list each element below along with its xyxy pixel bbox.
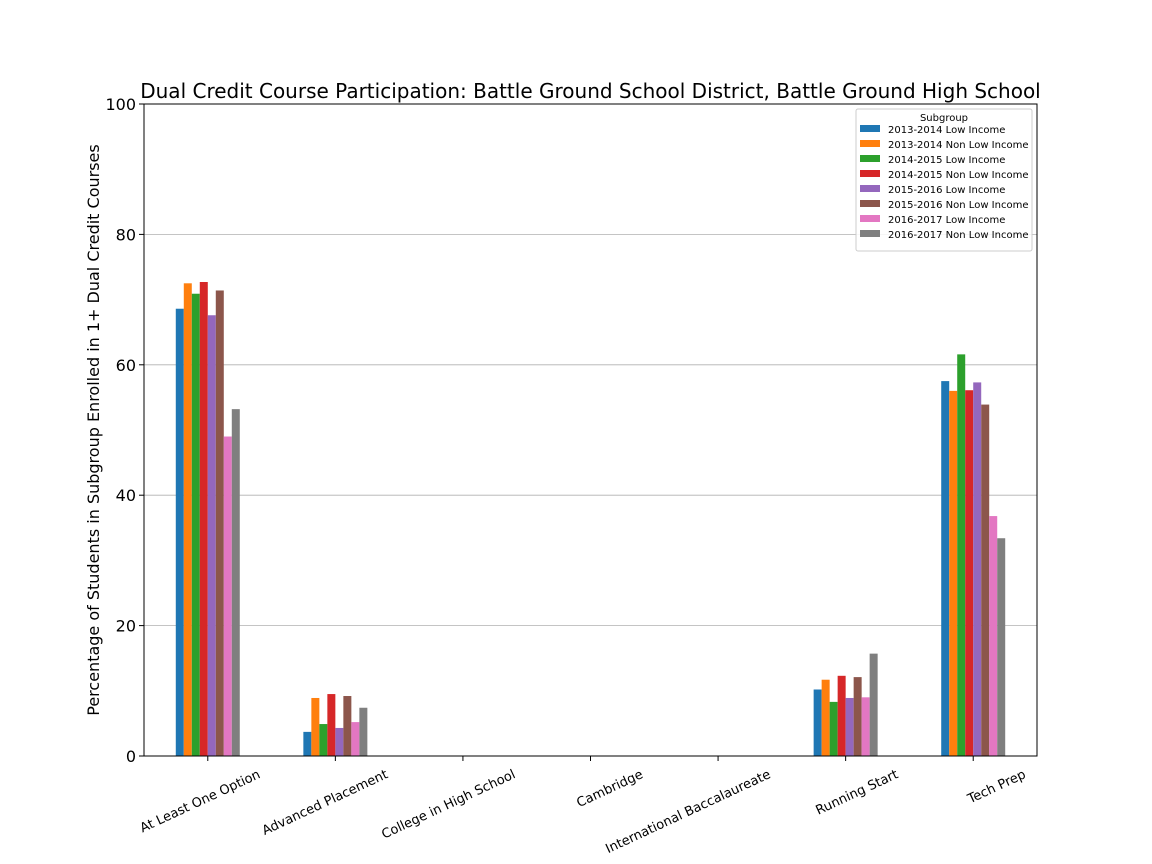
legend-entry: 2015-2016 Low Income xyxy=(888,185,1005,196)
bar xyxy=(351,722,360,756)
legend-entry: 2014-2015 Low Income xyxy=(888,155,1005,166)
legend-swatch xyxy=(860,200,880,207)
bar xyxy=(327,694,336,756)
y-tick-label: 20 xyxy=(116,617,136,636)
legend-entry: 2015-2016 Non Low Income xyxy=(888,200,1028,211)
legend-entry: 2016-2017 Low Income xyxy=(888,215,1005,226)
legend-entry: 2014-2015 Non Low Income xyxy=(888,170,1028,181)
bar xyxy=(973,382,982,756)
x-tick-label: At Least One Option xyxy=(138,767,263,836)
bar xyxy=(319,724,328,756)
legend-swatch xyxy=(860,155,880,162)
bar xyxy=(303,731,312,756)
bar xyxy=(191,293,200,756)
bar xyxy=(861,697,870,756)
grid-lines xyxy=(144,233,1037,626)
bar xyxy=(175,308,184,756)
bar xyxy=(335,727,344,756)
legend-entry: 2013-2014 Non Low Income xyxy=(888,140,1028,151)
legend-swatch xyxy=(860,140,880,147)
bar xyxy=(183,283,192,756)
bars xyxy=(175,281,1006,756)
bar xyxy=(965,390,974,756)
bar xyxy=(231,409,240,756)
bar xyxy=(813,689,822,756)
bar xyxy=(941,381,950,756)
bar xyxy=(199,281,208,756)
bar xyxy=(215,290,224,756)
bar xyxy=(311,697,320,756)
bar xyxy=(957,354,966,756)
bar xyxy=(845,697,854,756)
y-tick-label: 60 xyxy=(116,356,136,375)
y-axis: 0 20 40 60 80 100 xyxy=(105,95,144,766)
bar xyxy=(837,675,846,756)
bar xyxy=(989,516,998,756)
bar xyxy=(359,707,368,756)
x-tick-label: Running Start xyxy=(814,767,901,818)
legend-swatch xyxy=(860,170,880,177)
x-tick-label: Tech Prep xyxy=(965,767,1029,807)
legend-swatch xyxy=(860,215,880,222)
bar xyxy=(981,404,990,756)
legend-swatch xyxy=(860,230,880,237)
legend-swatch xyxy=(860,125,880,132)
bar xyxy=(343,696,352,756)
bar xyxy=(821,679,830,756)
bar xyxy=(207,315,216,756)
legend-entry: 2013-2014 Low Income xyxy=(888,125,1005,136)
chart-title: Dual Credit Course Participation: Battle… xyxy=(140,79,1041,103)
legend-title: Subgroup xyxy=(920,113,968,124)
y-tick-label: 0 xyxy=(126,747,136,766)
x-tick-label: Cambridge xyxy=(575,767,646,811)
bar xyxy=(829,701,838,756)
y-tick-label: 80 xyxy=(116,225,136,244)
x-tick-label: College in High School xyxy=(380,767,518,842)
legend-entry: 2016-2017 Non Low Income xyxy=(888,230,1028,241)
bar xyxy=(223,436,232,756)
y-axis-label: Percentage of Students in Subgroup Enrol… xyxy=(84,144,103,715)
bar xyxy=(949,390,958,756)
y-tick-label: 100 xyxy=(105,95,136,114)
y-tick-label: 40 xyxy=(116,486,136,505)
legend-swatch xyxy=(860,185,880,192)
bar xyxy=(853,677,862,756)
bar xyxy=(869,653,878,756)
x-tick-label: Advanced Placement xyxy=(260,767,390,838)
legend-box xyxy=(855,108,1033,252)
bar xyxy=(997,538,1006,756)
